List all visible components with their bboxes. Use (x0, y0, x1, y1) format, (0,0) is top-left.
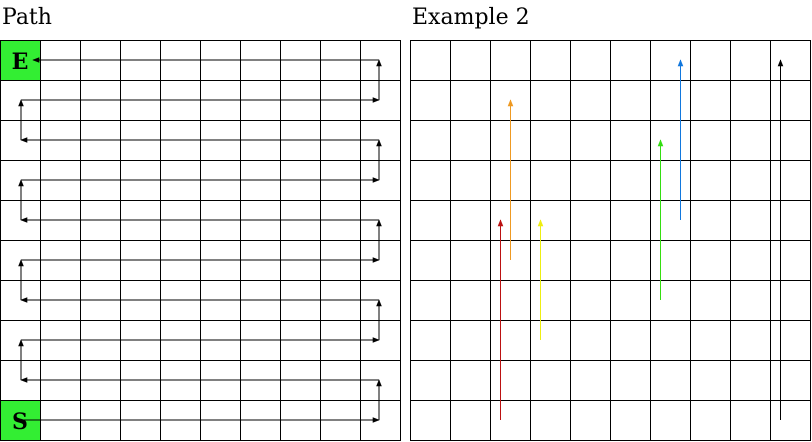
example-2-grid-cell (531, 401, 571, 441)
example-2-grid-cell (651, 241, 691, 281)
example-2-grid-cell (771, 321, 811, 361)
example-2-grid-cell (731, 161, 771, 201)
example-2-grid-cell (451, 241, 491, 281)
example-2-grid-cell (611, 281, 651, 321)
example-2-grid-cell (451, 361, 491, 401)
example-2-grid-cell (651, 41, 691, 81)
example-2-grid-cell (731, 241, 771, 281)
example-2-grid-cell (691, 281, 731, 321)
example-2-grid-cell (651, 361, 691, 401)
example-2-grid-cell (531, 201, 571, 241)
example-2-grid-cell (731, 401, 771, 441)
example-2-grid-cell (691, 361, 731, 401)
example-2-grid-cell (731, 121, 771, 161)
end-label: E (12, 49, 29, 75)
example-2-grid-cell (571, 81, 611, 121)
example-2-grid-cell (651, 321, 691, 361)
example-2-grid-cell (771, 121, 811, 161)
example-2-grid-cell (531, 161, 571, 201)
example-2-grid-cell (731, 321, 771, 361)
example-2-grid-cell (531, 41, 571, 81)
example-2-grid-cell (571, 121, 611, 161)
example-2-grid-cell (691, 41, 731, 81)
example-2-grid-cell (531, 361, 571, 401)
example-2-grid-cell (731, 81, 771, 121)
example-2-grid-cell (571, 41, 611, 81)
example-2-grid-cell (411, 241, 451, 281)
example-2-grid-cell (451, 121, 491, 161)
example-2-grid-cell (491, 401, 531, 441)
start-label: S (12, 409, 28, 435)
example-2-grid-cell (651, 81, 691, 121)
example-2-grid-cell (571, 241, 611, 281)
example-2-grid-cell (491, 281, 531, 321)
example-2-grid-cell (691, 81, 731, 121)
example-2-grid-cell (531, 241, 571, 281)
example-2-grid-cell (771, 201, 811, 241)
example-2-grid-cell (691, 241, 731, 281)
example-2-grid-cell (771, 281, 811, 321)
example-2-grid-cell (691, 321, 731, 361)
example-2-grid-cell (531, 121, 571, 161)
example-2-grid-cell (771, 81, 811, 121)
example-2-grid-cell (611, 121, 651, 161)
example-2-grid-cell (731, 361, 771, 401)
example-2-grid-cell (651, 281, 691, 321)
example-2-grid-cell (411, 361, 451, 401)
example-2-grid-cell (611, 241, 651, 281)
example-2-grid-cell (571, 281, 611, 321)
example-2-grid-cell (771, 41, 811, 81)
example-2-grid-cell (571, 361, 611, 401)
example-2-grid-cell (571, 401, 611, 441)
example-2-grid-cell (691, 401, 731, 441)
example-2-grid-cell (611, 321, 651, 361)
example-2-grid-cell (411, 281, 451, 321)
example-2-grid-cell (451, 201, 491, 241)
example-2-grid-cell (651, 161, 691, 201)
example-2-grid-cell (771, 401, 811, 441)
example-2-grid-cell (411, 201, 451, 241)
example-2-grid-cell (451, 81, 491, 121)
example-2-grid-cell (531, 281, 571, 321)
example-2-grid-cell (411, 321, 451, 361)
example-2-grid-cell (571, 321, 611, 361)
example-2-grid-cell (491, 361, 531, 401)
example-2-grid-cell (731, 41, 771, 81)
example-2-grid-cell (411, 41, 451, 81)
example-2-grid-cell (771, 241, 811, 281)
example-2-grid-cell (531, 81, 571, 121)
example-2-grid-cell (451, 41, 491, 81)
example-2-grid-cell (731, 201, 771, 241)
example-2-grid-cell (611, 81, 651, 121)
example-2-grid-cell (651, 401, 691, 441)
example-2-grid-cell (451, 321, 491, 361)
example-2-grid-cell (691, 121, 731, 161)
example-2-grid-cell (651, 201, 691, 241)
example-2-grid-cell (411, 401, 451, 441)
example-2-grid-cell (411, 81, 451, 121)
example-2-grid-cell (451, 161, 491, 201)
example-2-grid (411, 41, 811, 441)
example-2-grid-cell (691, 201, 731, 241)
example-2-grid-cell (611, 41, 651, 81)
example-2-grid-cell (531, 321, 571, 361)
example-2-grid-cell (491, 41, 531, 81)
example-2-grid-cell (411, 121, 451, 161)
example-2-grid-cell (451, 401, 491, 441)
example-2-grid-cell (571, 201, 611, 241)
example-2-grid-cell (491, 321, 531, 361)
example-2-grid-cell (771, 161, 811, 201)
example-2-grid-cell (611, 201, 651, 241)
example-2-grid-cell (611, 361, 651, 401)
example-2-grid-cell (451, 281, 491, 321)
example-2-grid-cell (411, 161, 451, 201)
example-2-grid-cell (691, 161, 731, 201)
example-2-grid-cell (771, 361, 811, 401)
example-2-grid-cell (571, 161, 611, 201)
example-2-grid-cell (611, 401, 651, 441)
example-2-grid-cell (651, 121, 691, 161)
example-2-grid-cell (731, 281, 771, 321)
example-2-grid-cell (611, 161, 651, 201)
